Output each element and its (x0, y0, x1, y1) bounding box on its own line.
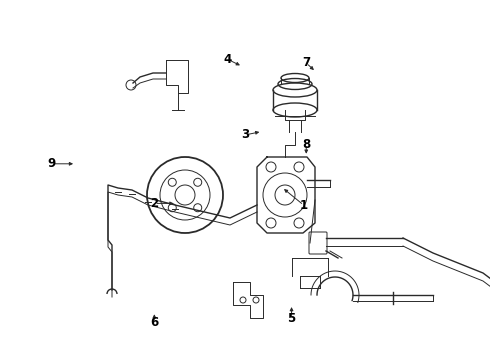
Text: 6: 6 (150, 316, 158, 329)
Text: 1: 1 (300, 199, 308, 212)
Text: 9: 9 (48, 157, 55, 170)
Text: 7: 7 (302, 57, 310, 69)
Text: 4: 4 (224, 53, 232, 66)
Text: 3: 3 (241, 129, 249, 141)
Text: 8: 8 (302, 138, 310, 150)
Text: 5: 5 (288, 312, 295, 325)
Text: 2: 2 (150, 197, 158, 210)
